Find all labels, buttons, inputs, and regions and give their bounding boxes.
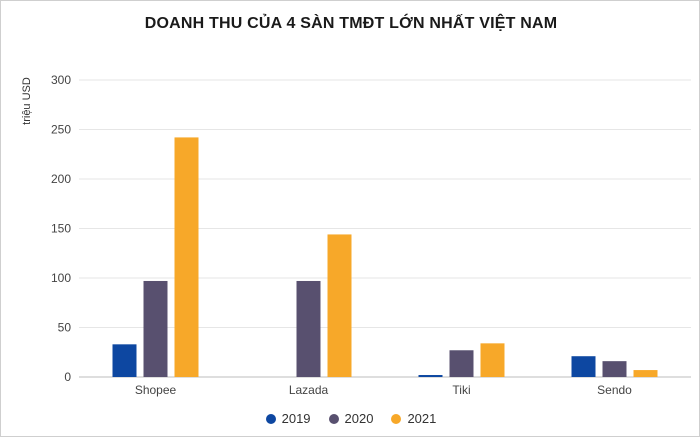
x-tick-label: Lazada — [289, 383, 329, 397]
y-tick-label: 150 — [51, 222, 71, 236]
legend-swatch — [391, 413, 402, 424]
bar-tiki-2021 — [480, 343, 505, 377]
legend-item: 2019 — [265, 411, 311, 426]
x-tick-label: Tiki — [452, 383, 470, 397]
y-axis-ticks: 0 50 100 150 200 250 300 — [51, 73, 71, 384]
x-tick-label: Sendo — [597, 383, 632, 397]
legend-label: 2019 — [281, 411, 311, 426]
legend-item: 2020 — [328, 411, 374, 426]
y-axis-label: triệu USD — [21, 77, 33, 125]
bar-lazada-2021 — [327, 234, 352, 377]
legend: 2019 2020 2021 — [1, 411, 700, 426]
y-tick-label: 300 — [51, 73, 71, 87]
bar-tiki-2020 — [449, 350, 474, 377]
y-tick-label: 100 — [51, 271, 71, 285]
chart-title: DOANH THU CỦA 4 SÀN TMĐT LỚN NHẤT VIỆT N… — [144, 15, 558, 32]
bar-sendo-2019 — [571, 356, 596, 377]
gridlines — [79, 79, 691, 378]
bars — [112, 137, 658, 377]
legend-swatch — [328, 413, 339, 424]
bar-shopee-2019 — [112, 344, 137, 377]
bar-lazada-2020 — [296, 280, 321, 377]
y-tick-label: 0 — [64, 370, 71, 384]
y-tick-label: 50 — [58, 321, 72, 335]
legend-swatch — [265, 413, 276, 424]
bar-tiki-2019 — [418, 375, 443, 377]
y-tick-label: 200 — [51, 172, 71, 186]
legend-label: 2021 — [407, 411, 437, 426]
legend-label: 2020 — [344, 411, 374, 426]
x-tick-label: Shopee — [135, 383, 177, 397]
bar-sendo-2020 — [602, 361, 627, 377]
bar-shopee-2021 — [174, 137, 199, 377]
legend-item: 2021 — [391, 411, 436, 426]
bar-sendo-2021 — [633, 370, 658, 377]
x-axis-ticks: Shopee Lazada Tiki Sendo — [135, 383, 632, 397]
bar-shopee-2020 — [143, 280, 168, 377]
y-tick-label: 250 — [51, 123, 71, 137]
